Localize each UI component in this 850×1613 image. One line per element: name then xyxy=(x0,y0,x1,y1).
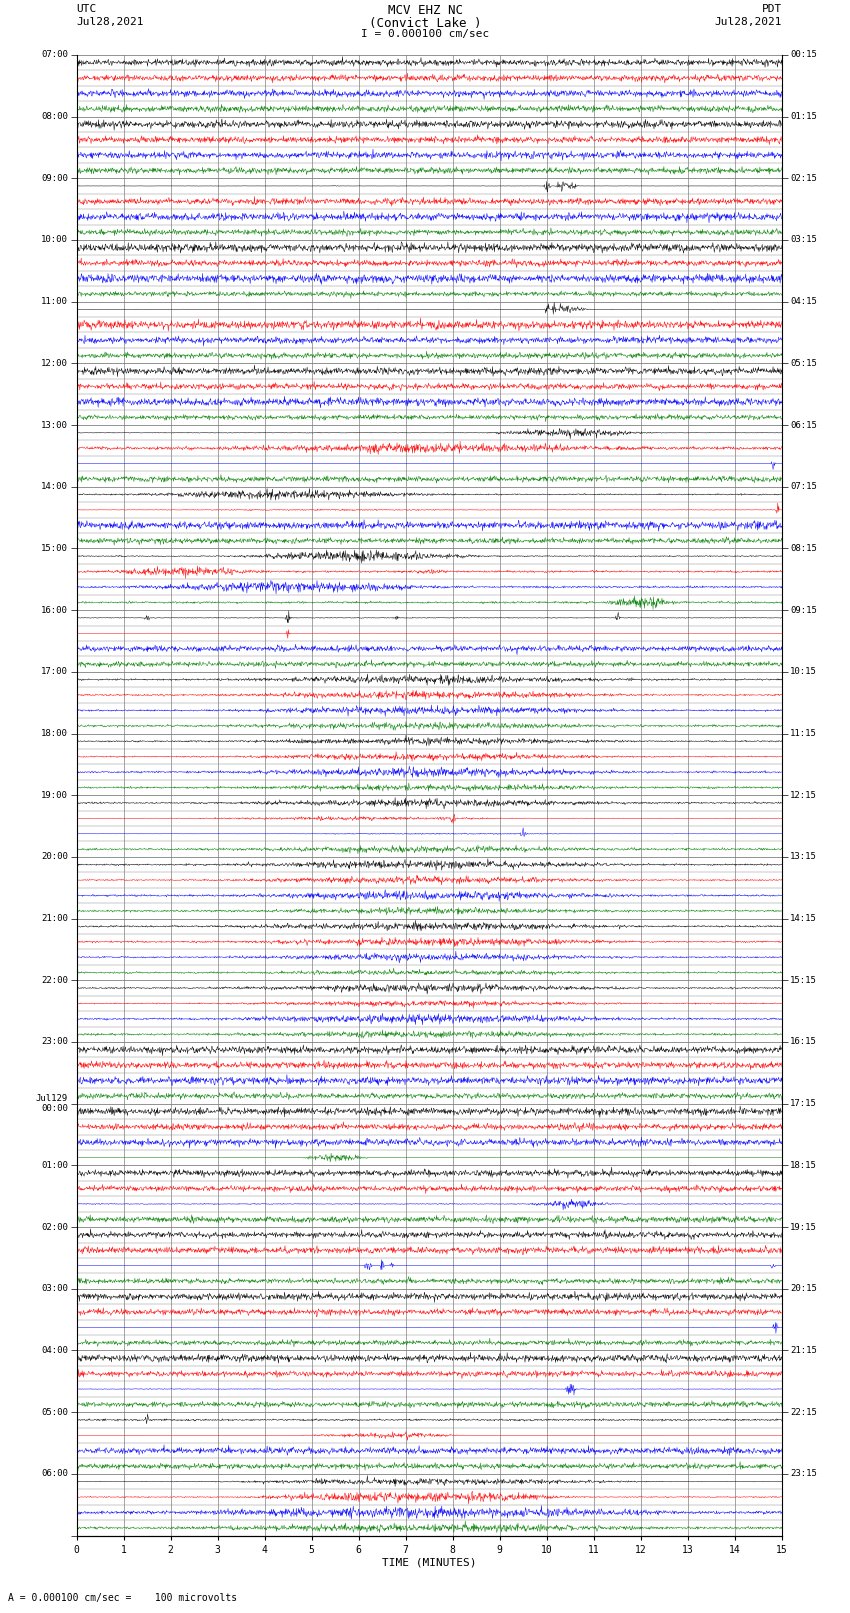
Text: Jul28,2021: Jul28,2021 xyxy=(715,16,782,26)
Text: PDT: PDT xyxy=(762,5,782,15)
X-axis label: TIME (MINUTES): TIME (MINUTES) xyxy=(382,1558,477,1568)
Text: MCV EHZ NC: MCV EHZ NC xyxy=(388,5,462,18)
Text: A = 0.000100 cm/sec =    100 microvolts: A = 0.000100 cm/sec = 100 microvolts xyxy=(8,1594,238,1603)
Text: I = 0.000100 cm/sec: I = 0.000100 cm/sec xyxy=(361,29,489,39)
Text: Jul28,2021: Jul28,2021 xyxy=(76,16,144,26)
Text: (Convict Lake ): (Convict Lake ) xyxy=(369,16,481,29)
Text: UTC: UTC xyxy=(76,5,97,15)
